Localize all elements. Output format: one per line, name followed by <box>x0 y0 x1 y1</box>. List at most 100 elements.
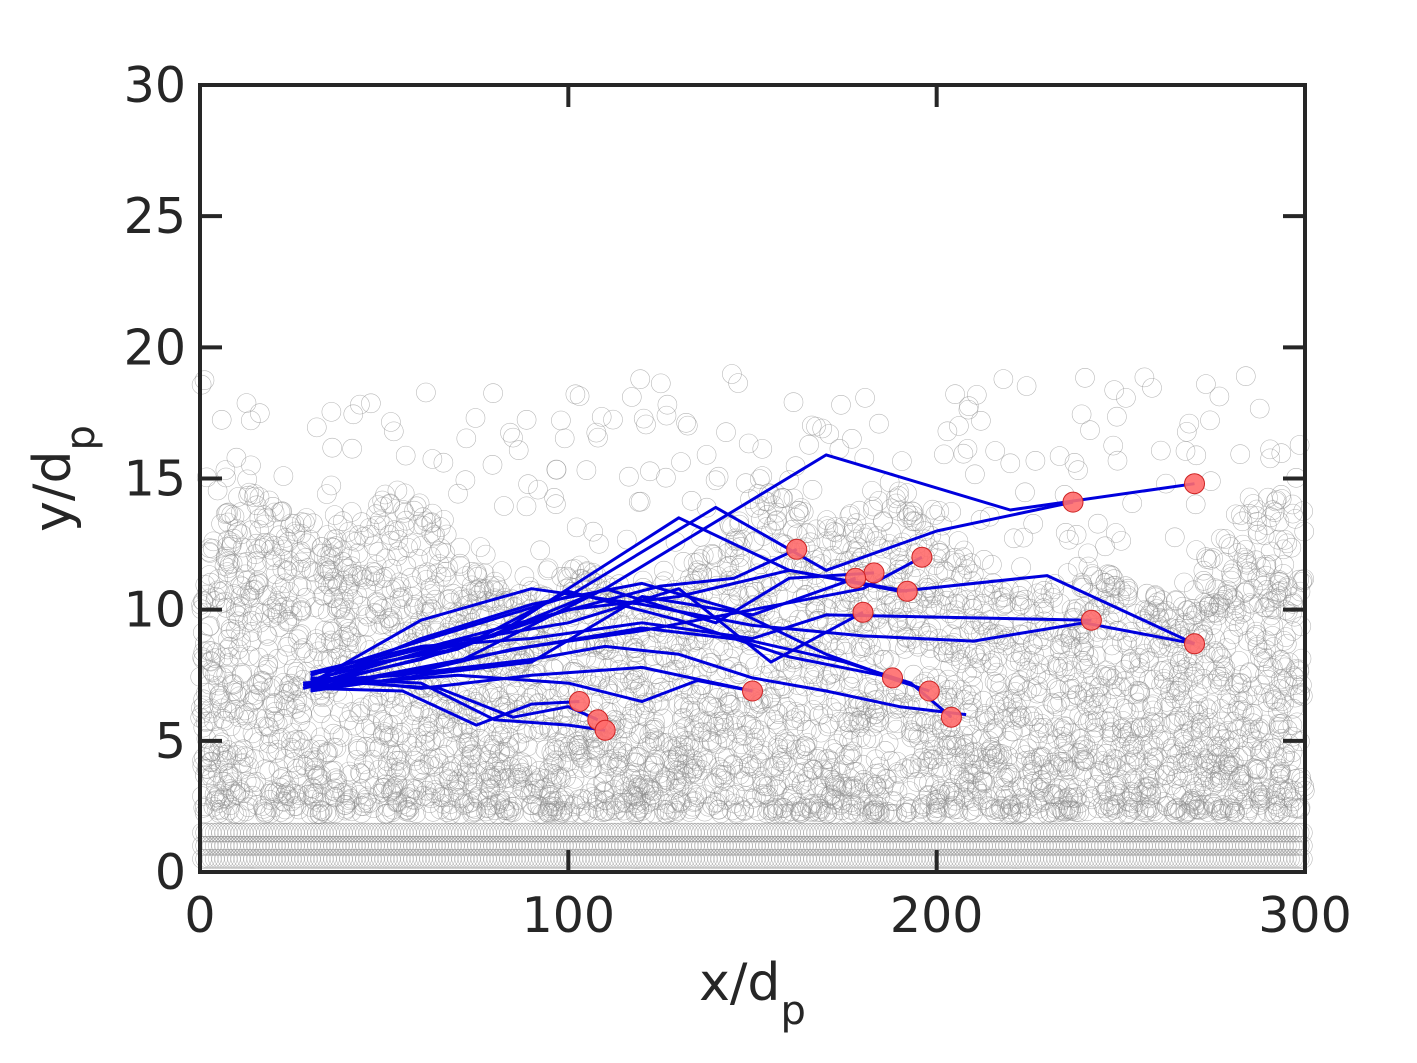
bed-particle <box>279 632 300 653</box>
bed-particle <box>1048 757 1069 777</box>
bed-particle <box>1289 569 1309 590</box>
bed-particle <box>394 517 415 538</box>
bed-particle <box>474 580 494 600</box>
bed-particle <box>929 501 950 521</box>
bed-particle <box>375 804 396 824</box>
bed-particle <box>1093 795 1113 815</box>
bed-particle <box>995 594 1015 615</box>
bed-particle <box>369 759 389 780</box>
bed-particle <box>708 799 729 820</box>
bed-particle <box>400 715 421 736</box>
bed-particle <box>656 647 676 668</box>
bed-particle <box>1105 578 1126 598</box>
bed-particle <box>610 748 630 769</box>
bed-particle <box>746 787 766 808</box>
bed-particle <box>1274 554 1295 575</box>
bed-particle <box>337 793 357 813</box>
bed-particle <box>1022 761 1043 782</box>
bed-particle <box>712 768 732 789</box>
bed-particle <box>1281 751 1301 771</box>
bed-particle <box>390 725 410 745</box>
bed-particle <box>1293 849 1313 869</box>
bed-particle <box>1214 552 1235 573</box>
bed-particle <box>633 695 654 715</box>
bed-particle <box>379 525 400 545</box>
bed-particle <box>1263 637 1284 657</box>
bed-particle <box>725 784 746 805</box>
bed-particle <box>1234 602 1255 622</box>
bed-particle <box>365 562 385 583</box>
bed-particle <box>684 720 704 741</box>
bed-particle <box>380 781 401 801</box>
bed-particle <box>897 483 917 503</box>
bed-particle <box>957 663 977 683</box>
bed-particle <box>878 733 899 753</box>
bed-particle <box>1171 779 1192 799</box>
bed-particle <box>801 802 822 822</box>
bed-particle <box>932 515 953 536</box>
bed-particle <box>639 779 659 799</box>
bed-particle <box>200 615 220 636</box>
bed-particle <box>366 591 387 612</box>
bed-particle <box>882 712 902 733</box>
bed-particle <box>975 641 996 662</box>
bed-particle <box>544 754 564 774</box>
bed-particle <box>459 731 479 752</box>
bed-particle <box>982 722 1003 743</box>
bed-particle <box>1277 849 1297 869</box>
bed-particle <box>411 760 431 780</box>
bed-particle <box>484 735 505 755</box>
bed-particle <box>781 734 802 755</box>
bed-particle <box>895 639 915 659</box>
bed-particle <box>199 542 220 562</box>
bed-particle <box>964 658 985 679</box>
bed-particle <box>220 647 240 667</box>
bed-particle <box>1116 763 1137 784</box>
bed-particle <box>1277 822 1297 843</box>
bed-particle <box>1058 743 1078 764</box>
bed-particle <box>1246 804 1266 824</box>
bed-particle <box>290 711 311 731</box>
bed-particle <box>893 559 913 580</box>
bed-particle <box>785 771 805 792</box>
bed-particle <box>911 798 931 818</box>
bed-particle <box>971 624 991 645</box>
bed-particle <box>295 548 316 568</box>
bed-particle <box>1101 707 1122 727</box>
bed-particle <box>563 796 584 817</box>
bed-particle <box>417 717 438 737</box>
bed-particle <box>261 597 282 617</box>
bed-particle <box>311 703 331 724</box>
bed-particle <box>941 635 961 655</box>
bed-particle <box>318 561 338 581</box>
bed-particle <box>271 579 292 599</box>
bed-particle <box>770 676 791 697</box>
bed-particle <box>1291 648 1312 669</box>
bed-particle <box>701 731 722 751</box>
bed-particle <box>366 703 387 723</box>
bed-particle <box>971 614 992 634</box>
bed-particle <box>1267 575 1288 595</box>
bed-particle <box>1083 666 1103 687</box>
bed-particle <box>257 626 278 646</box>
bed-particle <box>940 656 960 677</box>
bed-particle <box>881 522 901 543</box>
bed-particle <box>568 735 589 755</box>
bed-particle <box>1060 705 1081 725</box>
bed-particle <box>971 760 991 780</box>
bed-particle <box>1050 640 1070 661</box>
bed-particle <box>1271 586 1292 607</box>
bed-particle <box>1239 593 1260 613</box>
bed-particle <box>1050 779 1070 799</box>
bed-particle <box>369 737 390 758</box>
bed-particle <box>375 484 395 505</box>
bed-particle <box>1102 669 1123 689</box>
bed-particle <box>228 741 248 762</box>
bed-particle <box>1088 707 1108 727</box>
bed-particle <box>1164 712 1184 733</box>
bed-particle <box>681 799 701 820</box>
bed-particle <box>434 744 455 765</box>
bed-particle <box>193 717 214 738</box>
bed-particle <box>1277 836 1297 856</box>
bed-particle <box>570 796 591 816</box>
